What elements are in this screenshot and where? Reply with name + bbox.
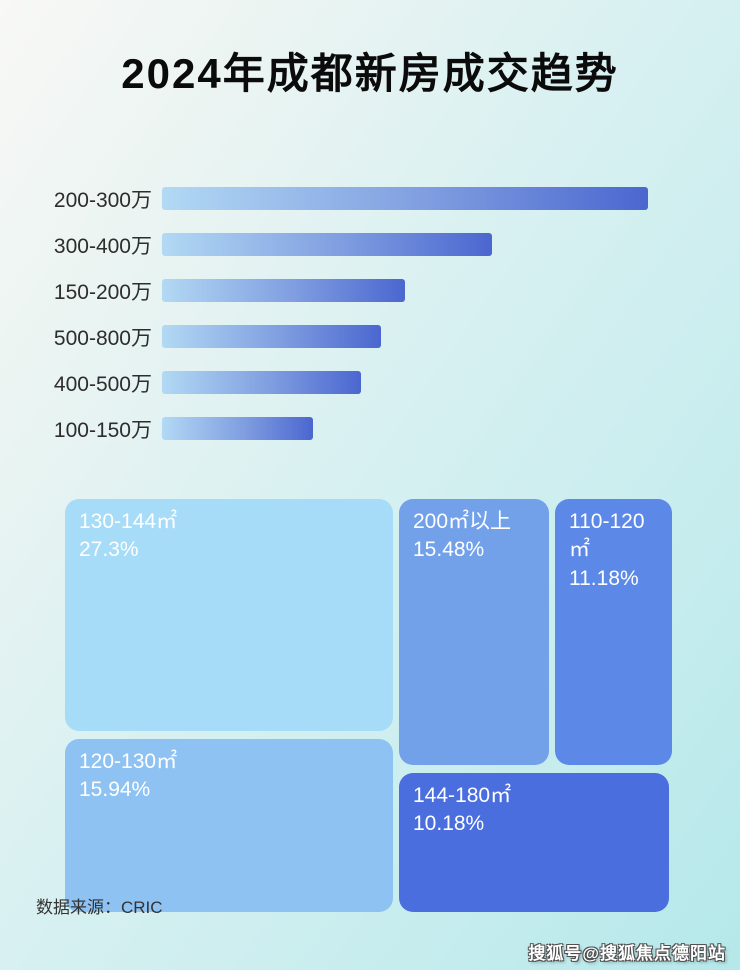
treemap-block-percentage: 27.3%: [79, 538, 139, 562]
bar-category-label: 400-500万: [53, 372, 152, 396]
treemap-block: 200㎡以上 15.48%: [399, 499, 549, 765]
bar-category-label: 150-200万: [53, 280, 152, 304]
treemap-block: 120-130㎡ 15.94%: [65, 739, 393, 912]
treemap-block: 144-180㎡ 10.18%: [399, 773, 669, 912]
bar-fill: [162, 279, 405, 302]
watermark-sohu-badge: 搜狐号@搜狐焦点德阳站: [528, 944, 726, 963]
treemap-block-label: 130-144㎡: [79, 510, 178, 533]
bar-track: [162, 279, 648, 302]
treemap-block-label: 120-130㎡: [79, 750, 178, 773]
treemap-block-label: 144-180㎡: [413, 784, 512, 807]
bar-fill: [162, 325, 381, 348]
treemap-block-percentage: 15.48%: [413, 538, 485, 562]
treemap-block: 130-144㎡ 27.3%: [65, 499, 393, 731]
bar-track: [162, 371, 648, 394]
bar-fill: [162, 417, 313, 440]
bar-track: [162, 187, 648, 210]
treemap-block-label: 200㎡以上: [413, 510, 512, 533]
bar-category-label: 100-150万: [53, 418, 152, 442]
treemap-block-percentage: 11.18%: [569, 566, 639, 590]
bar-track: [162, 417, 648, 440]
bar-row: 150-200万: [0, 279, 740, 304]
bar-category-label: 500-800万: [53, 326, 152, 350]
bar-fill: [162, 187, 648, 210]
bar-track: [162, 325, 648, 348]
bar-category-label: 300-400万: [53, 234, 152, 258]
treemap-block-percentage: 15.94%: [79, 778, 151, 802]
data-source-label: 数据来源：CRIC: [36, 898, 163, 917]
bar-fill: [162, 371, 362, 394]
price-band-bar-chart: 200-300万 300-400万 150-200万 500-800万 400-500万…: [0, 187, 740, 463]
bar-row: 100-150万: [0, 417, 740, 442]
bar-category-label: 200-300万: [53, 188, 152, 212]
page-title: 2024年成都新房成交趋势: [121, 50, 619, 97]
bar-track: [162, 233, 648, 256]
bar-row: 300-400万: [0, 233, 740, 258]
bar-fill: [162, 233, 493, 256]
bar-row: 400-500万: [0, 371, 740, 396]
treemap-block-percentage: 10.18%: [413, 812, 485, 836]
bar-row: 500-800万: [0, 325, 740, 350]
bar-row: 200-300万: [0, 187, 740, 212]
treemap-block-label: 110-120㎡: [569, 510, 645, 562]
treemap-block: 110-120㎡ 11.18%: [555, 499, 672, 765]
